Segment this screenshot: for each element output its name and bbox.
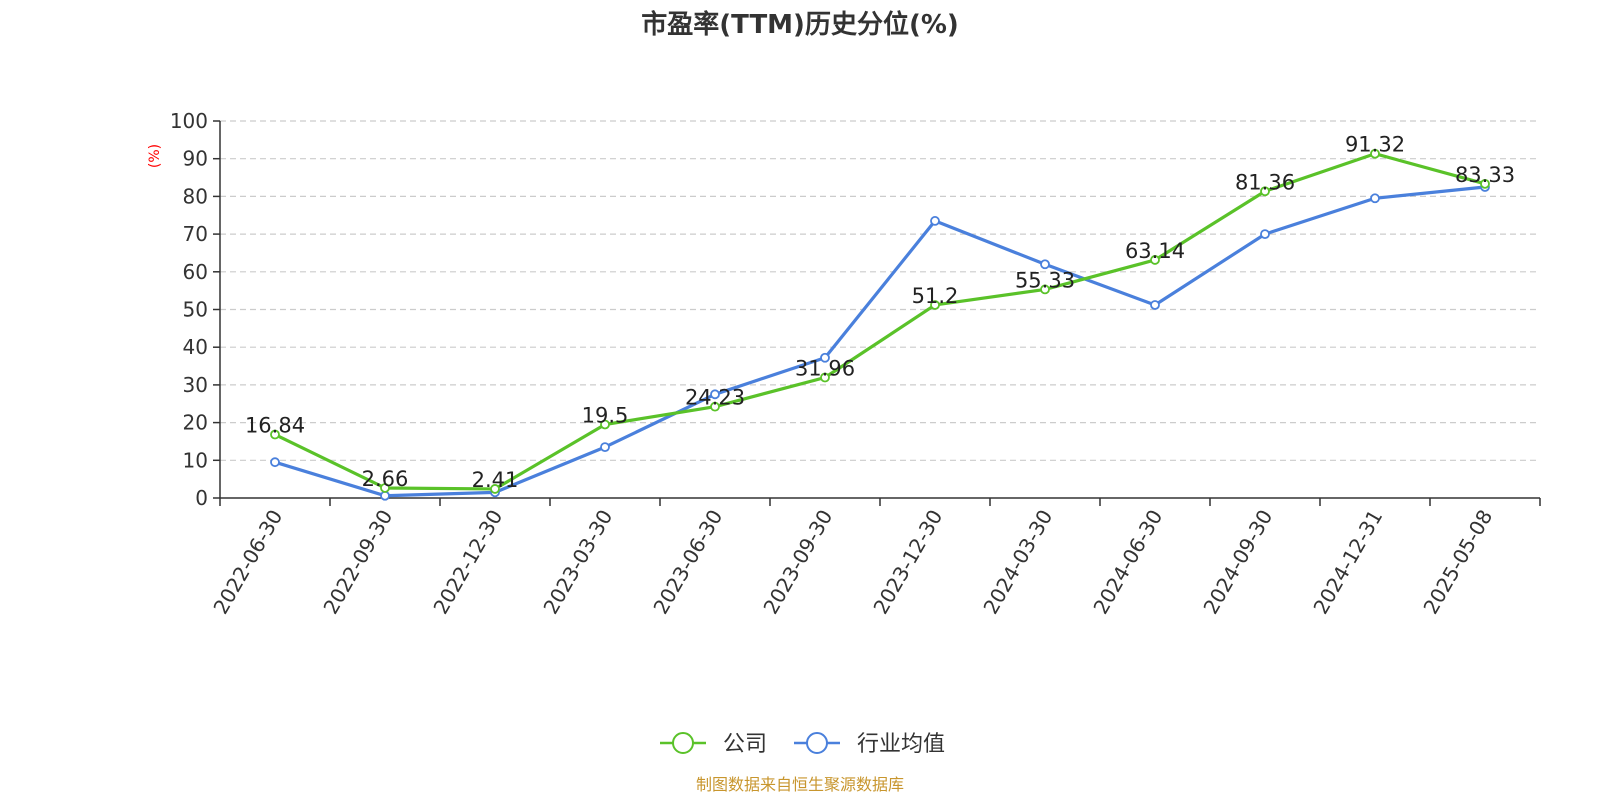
data-point: [1370, 193, 1380, 204]
x-axis-ticks: 2022-06-30 2022-09-30 2022-12-30 2023-03-30…: [208, 498, 1541, 619]
y-tick-label: 10: [183, 448, 208, 472]
series-line-0: [274, 152, 1486, 491]
data-point: [600, 419, 610, 430]
data-labels: 16.84 2.66 2.41 19.5 24.23 31.96 51.2 55.33 63.1…: [245, 133, 1515, 492]
x-tick-label: 2022-06-30: [208, 506, 287, 619]
data-point: [380, 490, 390, 501]
data-point: [1150, 255, 1160, 265]
y-tick-label: 100: [170, 109, 208, 133]
data-label: 55.33: [1015, 268, 1075, 292]
x-tick-label: 2024-09-30: [1198, 506, 1277, 619]
data-label: 91.32: [1345, 133, 1405, 157]
y-tick-label: 0: [195, 486, 208, 510]
grid-lines: [220, 120, 1540, 461]
series-group: [270, 148, 1490, 501]
data-label: 19.5: [582, 403, 629, 427]
data-label: 24.23: [685, 386, 745, 410]
legend-label[interactable]: 公司: [723, 732, 767, 757]
data-point: [270, 457, 280, 468]
y-tick-label: 40: [183, 335, 208, 359]
x-tick-label: 2024-12-31: [1308, 506, 1387, 619]
y-tick-label: 20: [183, 411, 208, 435]
data-point: [710, 389, 720, 400]
data-label: 2.66: [362, 467, 409, 491]
x-tick-label: 2022-09-30: [318, 506, 397, 619]
y-tick-label: 70: [183, 222, 208, 246]
data-label: 81.36: [1235, 170, 1295, 194]
data-point: [1370, 148, 1380, 159]
y-tick-label: 30: [183, 373, 208, 397]
x-tick-label: 2024-06-30: [1088, 506, 1167, 619]
y-tick-label: 80: [183, 184, 208, 208]
chart-title: 市盈率(TTM)历史分位(%): [641, 9, 959, 40]
legend-label[interactable]: 行业均值: [857, 732, 945, 757]
x-tick-label: 2023-09-30: [758, 506, 837, 619]
x-tick-label: 2023-06-30: [648, 506, 727, 619]
y-tick-label: 90: [183, 147, 208, 171]
data-label: 31.96: [795, 357, 855, 381]
y-tick-label: 60: [183, 260, 208, 284]
x-tick-label: 2023-12-30: [868, 506, 947, 619]
series-line-1: [274, 185, 1486, 498]
legend-swatch-marker: [672, 732, 694, 754]
data-point: [380, 483, 390, 493]
source-note: 制图数据来自恒生聚源数据库: [696, 775, 904, 794]
data-point: [1040, 259, 1050, 270]
data-label: 63.14: [1125, 239, 1185, 263]
data-point: [930, 300, 940, 310]
x-tick-label: 2025-05-08: [1418, 506, 1497, 619]
data-point: [1040, 284, 1050, 295]
legend-swatch-marker: [806, 732, 828, 754]
data-point: [1150, 300, 1160, 310]
data-point: [1260, 229, 1270, 240]
y-tick-label: 50: [183, 298, 208, 322]
data-label: 16.84: [245, 414, 305, 438]
data-point: [710, 401, 720, 412]
data-point: [1260, 186, 1270, 197]
y-axis-label: (%): [147, 144, 163, 168]
data-point: [270, 429, 280, 440]
x-tick-label: 2023-03-30: [538, 506, 617, 619]
y-axis-ticks: 0 10 20 30 40 50 60 70 80 90 100: [170, 109, 220, 510]
data-point: [490, 484, 500, 494]
data-point: [820, 372, 830, 383]
data-label: 51.2: [912, 284, 959, 308]
data-label: 2.41: [472, 468, 519, 492]
data-point: [1480, 178, 1490, 189]
x-tick-label: 2024-03-30: [978, 506, 1057, 619]
data-point: [930, 216, 940, 226]
data-point: [600, 442, 610, 453]
x-tick-label: 2022-12-30: [428, 506, 507, 619]
data-point: [820, 352, 830, 363]
legend: 公司 行业均值: [660, 732, 945, 757]
data-label: 83.33: [1455, 163, 1515, 187]
